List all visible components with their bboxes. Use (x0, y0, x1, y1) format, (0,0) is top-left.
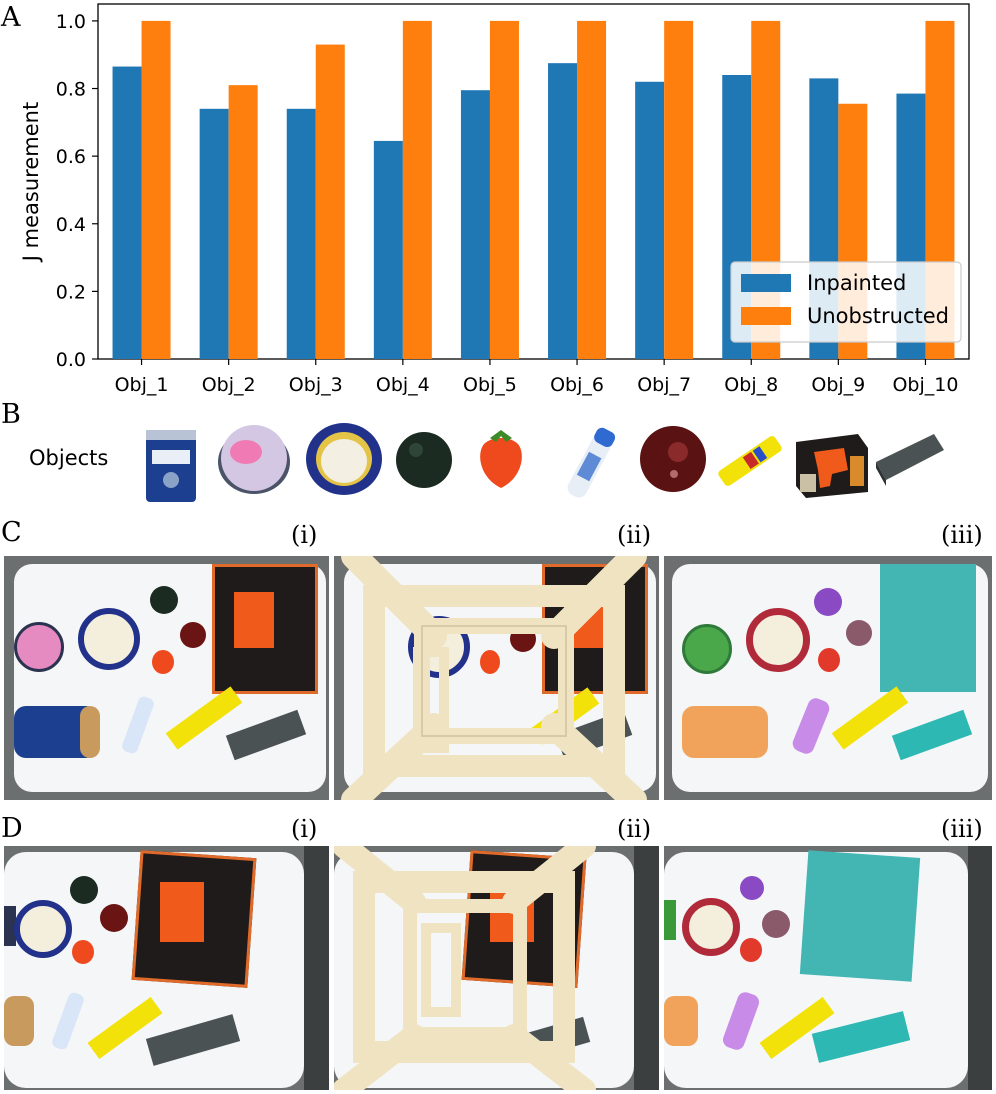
photo-c-ii (334, 556, 659, 800)
x-tick-label: Obj_4 (376, 374, 430, 396)
panel-letter-a: A (1, 2, 21, 33)
x-tick-label: Obj_10 (892, 374, 958, 396)
x-tick-label: Obj_5 (463, 374, 517, 396)
bar-unobstructed-obj_6 (577, 20, 607, 360)
x-tick-label: Obj_9 (811, 374, 865, 396)
bar-unobstructed-obj_1 (141, 20, 171, 360)
object-thumb-strawberry (480, 430, 522, 488)
bar-inpainted-obj_2 (199, 108, 229, 359)
row-d-label-i: (i) (291, 815, 318, 843)
y-axis-label: J measurement (19, 102, 43, 263)
y-tick-label: 0.4 (56, 214, 86, 236)
x-tick-label: Obj_7 (637, 374, 691, 396)
bar-inpainted-obj_5 (460, 90, 490, 359)
legend-label-unobstructed: Unobstructed (807, 304, 949, 328)
x-tick-label: Obj_2 (202, 374, 256, 396)
photo-c-iii (664, 556, 992, 800)
row-c-label-i: (i) (291, 521, 318, 549)
y-tick-label: 0.6 (56, 146, 86, 168)
bar-chart: Obj_1 Obj_2 Obj_3 Obj_4 Obj_5 Obj_6 Obj_7 Obj_8… (19, 3, 970, 396)
row-c-label-ii: (ii) (617, 521, 652, 549)
object-thumb-pink-ball (218, 425, 290, 494)
bar-inpainted-obj_6 (548, 63, 578, 360)
photo-d-ii (334, 846, 659, 1090)
x-tick-label: Obj_8 (724, 374, 778, 396)
panel-letter-c: C (1, 517, 22, 548)
x-tick-label: Obj_3 (289, 374, 343, 396)
object-thumb-plum (640, 426, 706, 492)
object-thumb-yellow-tube (718, 436, 782, 486)
bar-unobstructed-obj_3 (315, 44, 345, 359)
panel-letter-b: B (1, 399, 21, 430)
y-tick-label: 0.2 (56, 281, 86, 303)
bar-inpainted-obj_1 (112, 66, 142, 360)
photo-d-iii (664, 846, 992, 1090)
legend-label-inpainted: Inpainted (807, 271, 906, 295)
row-c-label-iii: (iii) (941, 521, 983, 549)
y-tick-label: 0.8 (56, 79, 86, 101)
legend-swatch-inpainted (741, 274, 791, 292)
x-tick-label: Obj_6 (550, 374, 604, 396)
y-tick-label: 1.0 (56, 11, 86, 33)
object-thumb-spray-bottle (567, 427, 616, 498)
object-thumb-drill-box (796, 434, 868, 498)
objects-label: Objects (29, 446, 109, 470)
bar-inpainted-obj_4 (373, 140, 403, 359)
y-tick-label: 0.0 (56, 349, 86, 371)
bar-unobstructed-obj_2 (228, 85, 258, 360)
bar-inpainted-obj_7 (635, 81, 665, 359)
bar-unobstructed-obj_5 (489, 20, 519, 360)
chart-legend: Inpainted Unobstructed (730, 261, 962, 343)
legend-swatch-unobstructed (741, 307, 791, 325)
object-thumb-coffee-can (146, 430, 196, 502)
x-tick-label: Obj_1 (115, 374, 169, 396)
row-d-label-iii: (iii) (941, 815, 983, 843)
bar-unobstructed-obj_4 (402, 20, 432, 360)
row-d-label-ii: (ii) (617, 815, 652, 843)
bar-inpainted-obj_3 (286, 108, 316, 359)
bar-unobstructed-obj_7 (664, 20, 694, 360)
object-thumb-eraser (876, 434, 944, 486)
panel-letter-d: D (1, 813, 23, 844)
object-thumb-tape-roll (306, 423, 382, 495)
photo-c-i (4, 556, 329, 800)
plot-frame (97, 3, 970, 360)
photo-d-i (4, 846, 329, 1090)
object-thumb-dark-green-ball (396, 432, 452, 488)
